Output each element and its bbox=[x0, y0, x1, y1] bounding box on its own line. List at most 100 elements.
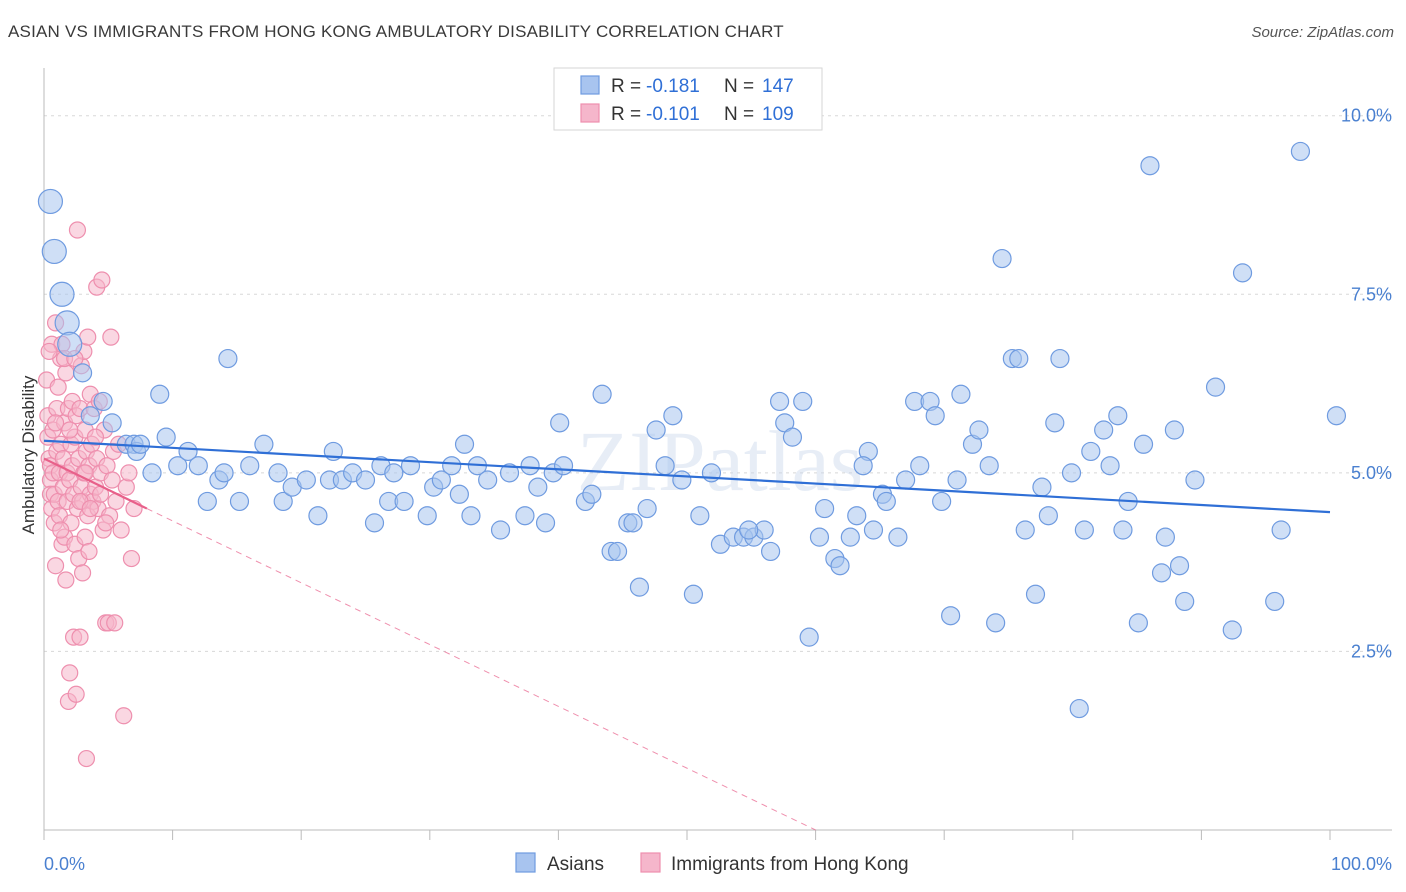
point-asians bbox=[739, 520, 759, 540]
point-asians bbox=[553, 456, 574, 476]
point-asians bbox=[515, 506, 535, 526]
bottom-legend: Asians Immigrants from Hong Kong bbox=[515, 852, 909, 875]
point-hong-kong bbox=[80, 542, 98, 561]
y-tick-label: 5.0% bbox=[1351, 463, 1392, 483]
point-asians bbox=[690, 506, 710, 526]
point-asians bbox=[1222, 620, 1242, 640]
point-asians bbox=[1061, 463, 1082, 483]
point-hong-kong bbox=[122, 549, 141, 568]
point-asians bbox=[607, 541, 628, 562]
point-asians bbox=[197, 491, 217, 512]
point-asians bbox=[1290, 141, 1311, 162]
point-hong-kong bbox=[81, 499, 99, 518]
point-asians bbox=[1081, 441, 1101, 462]
point-asians bbox=[1164, 420, 1184, 440]
point-asians bbox=[49, 281, 75, 307]
point-hong-kong bbox=[40, 342, 58, 361]
bottom-legend-swatch-hong-kong bbox=[640, 852, 661, 873]
point-asians bbox=[979, 456, 999, 476]
point-asians bbox=[840, 527, 860, 547]
point-hong-kong bbox=[46, 414, 65, 432]
point-hong-kong bbox=[77, 749, 96, 768]
point-asians bbox=[1069, 698, 1089, 719]
legend: R = -0.181 N = 147 R = -0.101 N = 109 bbox=[553, 67, 823, 131]
trend-lines bbox=[43, 439, 1331, 831]
point-asians bbox=[947, 470, 967, 490]
legend-r-label-2: R = bbox=[611, 104, 641, 125]
point-asians bbox=[663, 406, 683, 426]
point-hong-kong bbox=[102, 328, 120, 346]
point-asians bbox=[72, 363, 93, 383]
point-hong-kong bbox=[68, 221, 87, 239]
point-asians bbox=[461, 506, 481, 526]
point-asians bbox=[1232, 263, 1253, 283]
point-hong-kong bbox=[71, 628, 89, 646]
point-asians bbox=[41, 238, 67, 265]
point-asians bbox=[490, 520, 511, 540]
point-asians bbox=[268, 463, 288, 483]
bottom-legend-swatch-asians bbox=[515, 852, 536, 873]
point-asians bbox=[240, 456, 260, 476]
point-hong-kong bbox=[49, 378, 67, 396]
point-asians bbox=[54, 310, 80, 336]
point-asians bbox=[863, 520, 884, 540]
point-asians bbox=[142, 463, 162, 483]
point-asians bbox=[1050, 348, 1070, 369]
point-asians bbox=[1094, 420, 1114, 440]
legend-r-value-1: -0.181 bbox=[646, 76, 700, 97]
point-asians bbox=[442, 456, 462, 476]
point-asians bbox=[941, 606, 961, 626]
point-asians bbox=[400, 456, 421, 476]
point-asians bbox=[896, 470, 916, 490]
point-hong-kong bbox=[76, 528, 94, 546]
point-asians bbox=[355, 470, 376, 490]
point-hong-kong bbox=[61, 664, 79, 682]
point-asians bbox=[550, 413, 570, 433]
legend-n-value-2: 109 bbox=[762, 104, 794, 125]
point-asians bbox=[1185, 470, 1205, 490]
point-asians bbox=[1140, 156, 1160, 176]
point-asians bbox=[178, 441, 198, 462]
point-hong-kong bbox=[117, 478, 135, 496]
point-hong-kong bbox=[57, 571, 75, 589]
point-asians bbox=[629, 577, 650, 597]
point-asians bbox=[888, 527, 908, 547]
point-asians bbox=[168, 456, 188, 476]
gridlines bbox=[44, 115, 1392, 652]
point-hong-kong bbox=[112, 521, 130, 539]
source-label: Source: ZipAtlas.com bbox=[1251, 24, 1394, 41]
tick-labels: 2.5% 5.0% 7.5% 10.0% 0.0% 100.0% bbox=[44, 106, 1392, 874]
point-asians bbox=[296, 470, 316, 490]
point-asians bbox=[1326, 406, 1347, 426]
point-asians bbox=[1151, 563, 1172, 583]
watermark: ZIPatlas bbox=[577, 413, 864, 509]
point-hong-kong bbox=[115, 707, 133, 725]
point-asians bbox=[793, 391, 813, 412]
point-asians bbox=[582, 484, 602, 504]
point-asians bbox=[150, 384, 170, 404]
point-asians bbox=[809, 527, 830, 547]
point-asians bbox=[760, 541, 781, 562]
point-asians bbox=[925, 406, 945, 426]
point-asians bbox=[188, 456, 208, 476]
legend-n-label-2: N = bbox=[724, 104, 754, 125]
chart-title: ASIAN VS IMMIGRANTS FROM HONG KONG AMBUL… bbox=[8, 22, 784, 41]
point-asians bbox=[57, 331, 83, 357]
point-asians bbox=[1009, 348, 1029, 369]
point-asians bbox=[1155, 527, 1175, 547]
x-tick-label: 100.0% bbox=[1331, 854, 1392, 874]
point-hong-kong bbox=[67, 685, 85, 703]
point-asians bbox=[417, 506, 437, 526]
point-asians bbox=[986, 613, 1006, 633]
point-asians bbox=[1015, 520, 1035, 540]
point-asians bbox=[1032, 477, 1052, 497]
point-asians bbox=[1205, 377, 1226, 397]
point-hong-kong bbox=[73, 564, 92, 582]
point-asians bbox=[623, 513, 643, 533]
series-asians bbox=[37, 141, 1347, 719]
point-asians bbox=[1133, 434, 1154, 454]
point-hong-kong bbox=[61, 421, 79, 439]
trend-line-asians bbox=[43, 439, 1331, 514]
point-asians bbox=[1128, 613, 1148, 633]
point-asians bbox=[273, 491, 293, 512]
